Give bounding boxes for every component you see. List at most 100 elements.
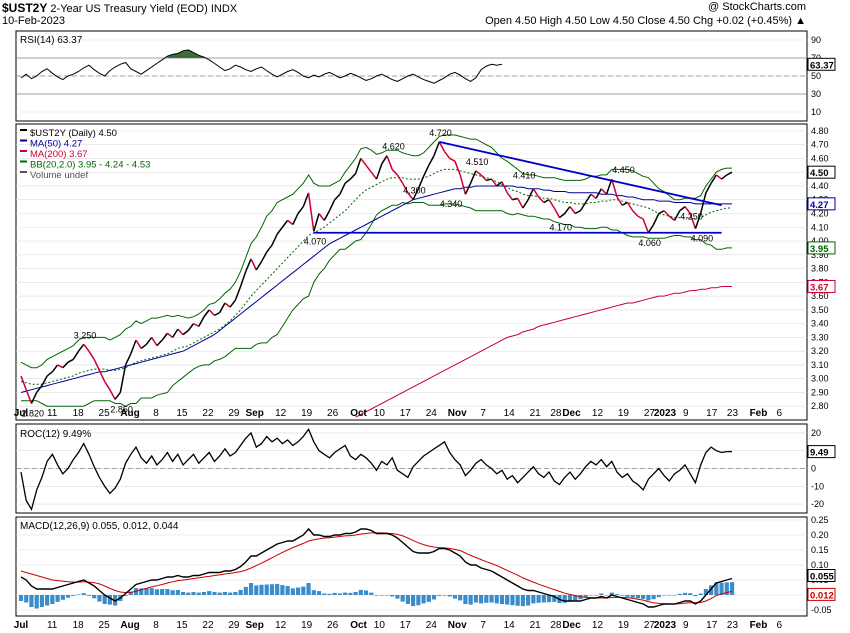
macd-histogram-bar	[724, 582, 729, 595]
price-segment	[182, 329, 189, 336]
price-segment	[255, 261, 263, 271]
price-segment	[522, 199, 529, 209]
price-segment	[673, 210, 681, 221]
price-segment	[449, 157, 456, 162]
price-tick-label: 4.00	[811, 236, 829, 246]
macd-histogram-bar	[217, 592, 222, 595]
x-axis-label: 17	[706, 620, 718, 631]
price-segment	[689, 213, 697, 229]
macd-histogram-bar	[651, 595, 656, 600]
x-axis-label: 29	[228, 408, 240, 419]
macd-histogram-bar	[81, 593, 86, 595]
macd-histogram-bar	[65, 595, 71, 598]
price-segment	[297, 206, 304, 214]
macd-histogram-bar	[709, 585, 714, 595]
macd-histogram-bar	[594, 595, 599, 596]
price-segment	[386, 155, 393, 170]
macd-histogram-bar	[698, 593, 703, 595]
rsi-series-line	[20, 49, 503, 84]
macd-histogram-bar	[86, 595, 92, 596]
roc-last-value-tag-label: 9.49	[810, 448, 829, 459]
macd-histogram-bar	[473, 595, 478, 603]
x-axis-label: 23	[727, 408, 739, 419]
macd-histogram-bar	[165, 589, 170, 595]
x-axis-label: 19	[301, 408, 313, 419]
price-segment	[224, 302, 231, 308]
x-axis-label: 28	[550, 620, 562, 631]
macd-histogram-bar	[24, 595, 29, 603]
rsi-legend: RSI(14) 63.37	[20, 35, 83, 46]
price-segment	[559, 212, 566, 219]
price-segment	[25, 389, 33, 404]
price-segment	[219, 302, 226, 313]
price-segment	[401, 182, 409, 194]
macd-histogram-bar	[139, 588, 144, 595]
x-axis-label: Aug	[120, 620, 139, 631]
price-segment	[684, 206, 691, 214]
macd-histogram-bar	[588, 595, 593, 596]
price-segment	[20, 375, 27, 390]
price-segment	[77, 343, 85, 352]
price-tick-label: 3.50	[811, 305, 829, 315]
price-tick-label: 3.10	[811, 360, 829, 370]
macd-histogram-bar	[379, 595, 384, 596]
x-axis-label: 15	[176, 408, 188, 419]
macd-histogram-bar	[358, 589, 363, 595]
macd-histogram-bar	[390, 595, 395, 597]
macd-histogram-bar	[327, 593, 332, 595]
x-axis-label: 17	[706, 408, 718, 419]
price-tick-label: 3.90	[811, 250, 829, 260]
price-segment	[145, 336, 153, 345]
macd-histogram-bar	[254, 585, 259, 595]
price-segment	[124, 353, 132, 366]
x-axis-label: 8	[153, 408, 159, 419]
roc-last-value-tag-box	[807, 445, 836, 459]
price-segment	[276, 226, 284, 235]
price-segment	[208, 309, 215, 316]
x-axis-label: 9	[683, 408, 689, 419]
macd-histogram-bar	[55, 595, 60, 602]
price-segment	[668, 215, 675, 221]
macd-histogram-bar	[567, 595, 573, 602]
rsi-tick-label: 50	[811, 71, 821, 81]
price-segment	[72, 350, 80, 360]
x-axis-label: 14	[504, 620, 516, 631]
macd-histogram-bar	[510, 595, 515, 606]
price-segment	[538, 196, 545, 203]
x-axis-label: 22	[202, 620, 214, 631]
price-segment	[234, 286, 242, 301]
bb-lower-line	[21, 201, 732, 407]
price-segment	[569, 206, 576, 214]
x-axis-label: 27	[644, 620, 656, 631]
macd-histogram-bar	[620, 595, 625, 596]
macd-histogram-bar	[609, 592, 614, 595]
price-segment	[381, 155, 388, 165]
macd-histogram-bar	[259, 584, 264, 595]
macd-histogram-bar	[128, 591, 133, 595]
ma50-line	[20, 185, 732, 393]
price-annotation: 4.170	[550, 223, 573, 233]
price-segment	[271, 233, 278, 246]
price-segment	[98, 370, 106, 382]
x-axis-label: Sep	[246, 408, 264, 419]
macd-histogram-bar	[426, 595, 431, 602]
price-segment	[171, 328, 179, 338]
price-segment	[605, 178, 613, 195]
macd-histogram-bar	[296, 587, 301, 595]
bb-middle-line	[20, 168, 732, 385]
price-tick-label: 4.60	[811, 153, 829, 163]
price-segment	[548, 199, 555, 209]
macd-histogram-bar	[353, 592, 358, 595]
price-segment	[475, 170, 482, 176]
price-segment	[260, 251, 268, 263]
x-axis-label: 7	[480, 620, 486, 631]
price-segment	[705, 182, 712, 194]
x-axis-label: 28	[550, 408, 562, 419]
roc-legend: ROC(12) 9.49%	[20, 429, 91, 440]
price-segment	[590, 193, 597, 199]
price-segment	[130, 339, 137, 355]
x-axis-label: 2023	[654, 620, 677, 631]
macd-histogram-bar	[316, 591, 322, 595]
price-segment	[506, 192, 514, 201]
macd-histogram-bar	[541, 595, 546, 603]
